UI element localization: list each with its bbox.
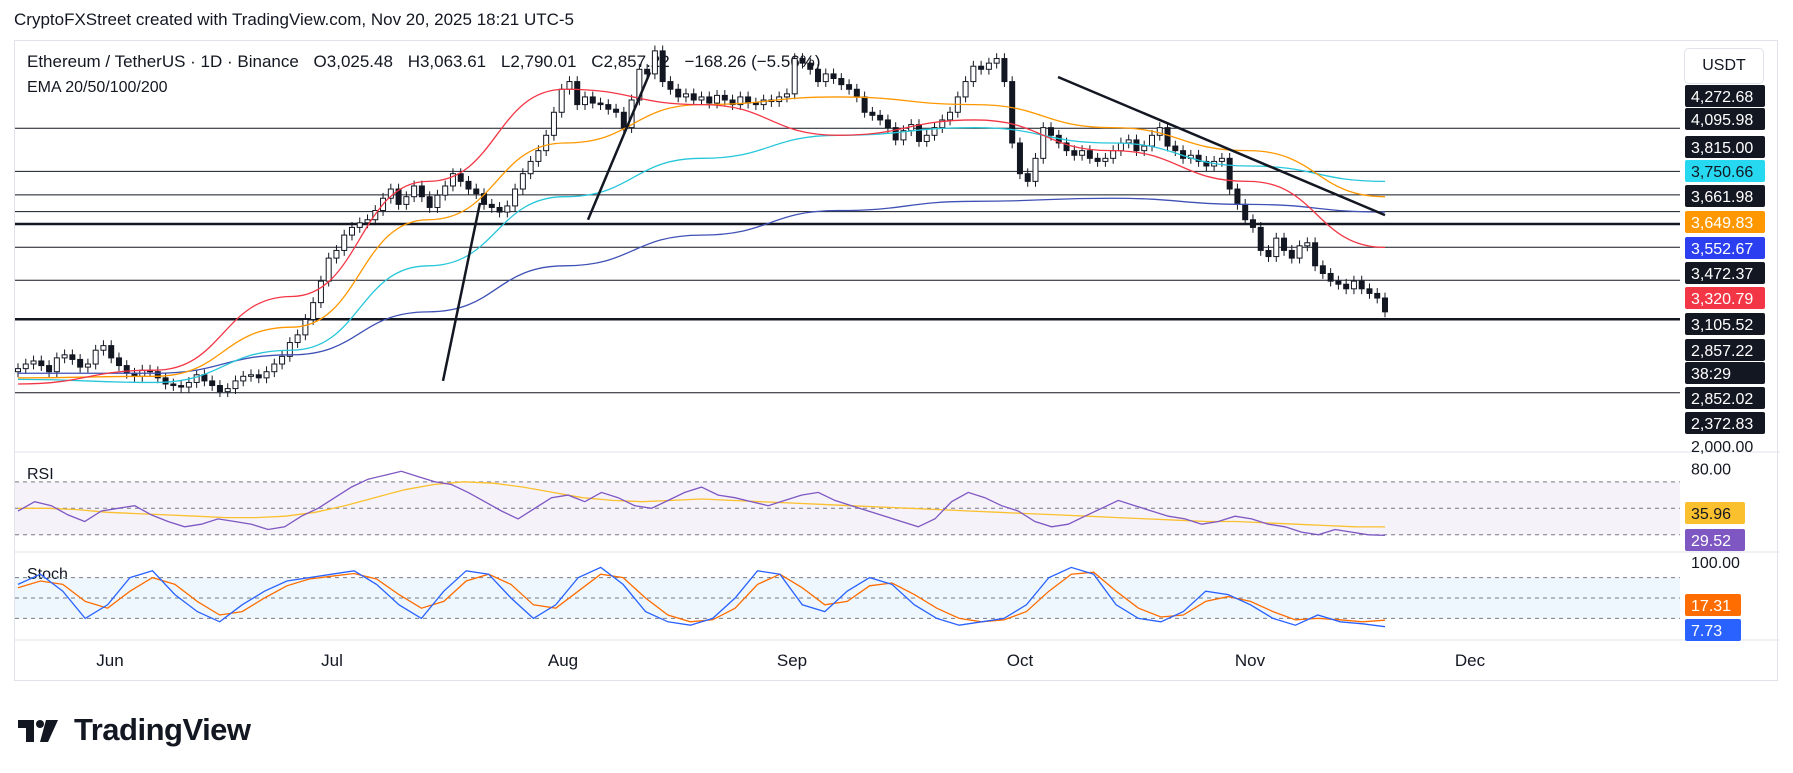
tradingview-wordmark: TradingView [74, 712, 251, 747]
ohlc-low: L2,790.01 [500, 52, 577, 71]
tradingview-logo[interactable]: TradingView [16, 712, 251, 748]
ohlc-close: C2,857.22 [591, 52, 670, 71]
rsi-pane-label[interactable]: RSI [27, 466, 54, 483]
chart-frame [14, 40, 1778, 681]
header-credit: CryptoFXStreet created with TradingView.… [14, 10, 575, 29]
symbol-pair[interactable]: Ethereum / TetherUS · 1D · Binance [27, 52, 299, 71]
symbol-info: Ethereum / TetherUS · 1D · Binance O3,02… [27, 52, 831, 72]
tradingview-logo-icon [18, 720, 58, 742]
currency-button[interactable]: USDT [1684, 48, 1764, 84]
indicator-label[interactable]: EMA 20/50/100/200 [27, 79, 168, 96]
ohlc-change: −168.26 (−5.56%) [684, 52, 821, 71]
stoch-pane-label[interactable]: Stoch [27, 566, 68, 583]
ohlc-open: O3,025.48 [313, 52, 393, 71]
ohlc-high: H3,063.61 [407, 52, 487, 71]
